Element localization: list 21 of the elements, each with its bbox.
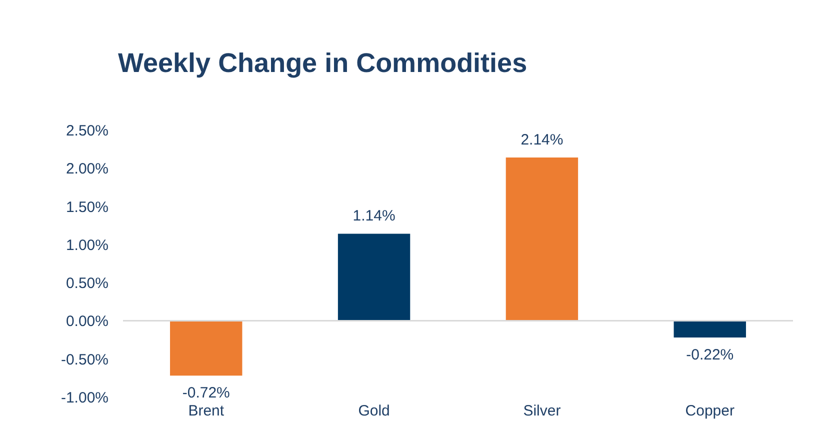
y-tick-label: -1.00% <box>60 390 108 406</box>
y-tick-label: 1.50% <box>66 198 108 216</box>
bar <box>338 234 410 321</box>
x-tick-label: Brent <box>188 402 225 420</box>
data-label: 2.14% <box>520 131 564 148</box>
x-tick-label: Copper <box>685 402 734 420</box>
bar <box>170 320 242 376</box>
bar <box>674 320 746 338</box>
y-tick-label: 2.00% <box>66 160 108 178</box>
x-tick-label: Gold <box>358 402 390 420</box>
y-tick-label: -0.50% <box>60 351 108 368</box>
y-tick-label: 0.00% <box>66 313 108 330</box>
y-tick-label: 2.50% <box>66 122 108 140</box>
chart-title: Weekly Change in Commodities <box>118 48 528 78</box>
data-label: -0.72% <box>182 384 230 402</box>
bar <box>506 157 578 321</box>
x-tick-label: Silver <box>523 402 561 420</box>
y-tick-label: 0.50% <box>66 275 108 292</box>
data-label: -0.22% <box>686 346 734 364</box>
y-tick-label: 1.00% <box>66 236 108 254</box>
data-label: 1.14% <box>352 208 396 225</box>
